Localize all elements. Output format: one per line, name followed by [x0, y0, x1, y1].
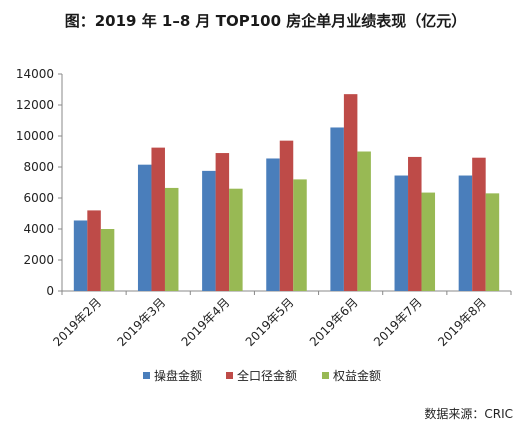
bar — [229, 188, 243, 291]
y-tick-label: 14000 — [16, 67, 54, 81]
bar — [293, 179, 307, 291]
legend-swatch — [143, 372, 150, 379]
y-tick-label: 12000 — [16, 98, 54, 112]
bar — [151, 147, 165, 291]
bar — [408, 156, 422, 291]
y-tick-label: 4000 — [23, 222, 54, 236]
bar — [87, 210, 101, 291]
bar — [137, 164, 152, 291]
y-tick-label: 0 — [46, 284, 54, 298]
x-category-label: 2019年3月 — [114, 295, 168, 349]
x-category-label: 2019年7月 — [371, 295, 425, 349]
x-category-label: 2019年8月 — [435, 295, 489, 349]
bar — [357, 151, 371, 291]
x-category-label: 2019年6月 — [307, 295, 361, 349]
y-tick-label: 6000 — [23, 191, 54, 205]
x-axis-labels: 2019年2月 2019年3月 2019年4月 2019年5月 2019年6月 2019年… — [50, 295, 489, 349]
bar — [343, 94, 358, 292]
legend-swatch — [322, 372, 329, 379]
bar — [202, 170, 216, 291]
legend-label: 权益金额 — [333, 368, 381, 383]
bars — [73, 94, 500, 292]
legend: 操盘金额 全口径金额 权益金额 — [143, 368, 381, 383]
y-tick-label: 2000 — [23, 253, 54, 267]
legend-label: 全口径金额 — [237, 368, 297, 383]
chart-title: 图：2019 年 1–8 月 TOP100 房企单月业绩表现（亿元） — [64, 12, 467, 30]
bar — [266, 158, 280, 291]
x-category-label: 2019年2月 — [50, 295, 104, 349]
legend-label: 操盘金额 — [154, 368, 202, 383]
bar — [164, 187, 179, 291]
x-category-label: 2019年5月 — [243, 295, 297, 349]
bar — [279, 140, 294, 291]
legend-swatch — [226, 372, 233, 379]
source-note: 数据来源：CRIC — [424, 407, 513, 421]
y-axis-ticks: 0 2000 4000 6000 8000 10000 12000 14000 — [16, 67, 54, 298]
bar — [330, 127, 344, 291]
bar — [458, 175, 473, 291]
x-category-label: 2019年4月 — [179, 295, 233, 349]
y-tick-label: 8000 — [23, 160, 54, 174]
bar — [100, 229, 115, 291]
bar — [472, 157, 486, 291]
y-tick-label: 10000 — [16, 129, 54, 143]
bar — [73, 220, 88, 291]
bar — [485, 193, 500, 291]
bar — [421, 192, 436, 291]
bar — [215, 153, 230, 291]
bar — [394, 175, 409, 291]
